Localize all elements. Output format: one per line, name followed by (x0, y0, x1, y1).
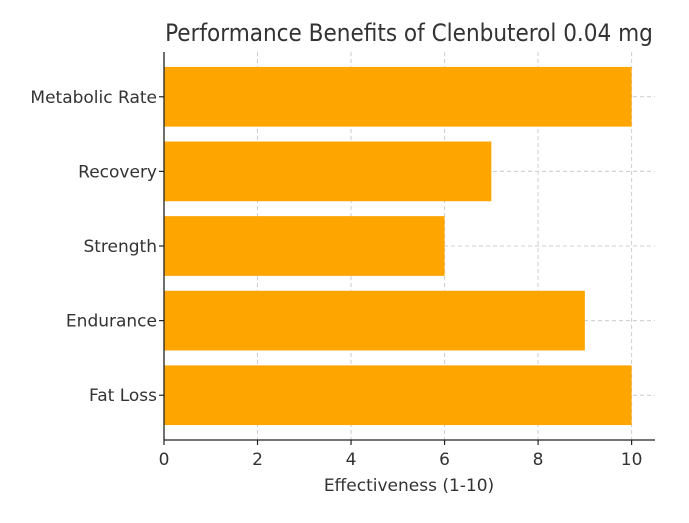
bar-recovery (164, 141, 492, 202)
x-tick-label: 8 (533, 450, 544, 470)
y-tick-label: Metabolic Rate (30, 88, 157, 108)
x-tick-label: 2 (252, 450, 263, 470)
ticks: 0 2 4 6 8 10 Fat Loss Endurance Strength Recovery… (30, 88, 642, 470)
x-axis-label: Effectiveness (1-10) (324, 476, 494, 496)
y-tick-label: Recovery (78, 162, 157, 182)
x-tick-label: 0 (159, 450, 170, 470)
chart-title: Performance Benefits of Clenbuterol 0.04… (165, 19, 653, 47)
y-tick-label: Fat Loss (89, 386, 157, 406)
y-tick-label: Strength (83, 237, 157, 257)
bar-metabolic-rate (164, 66, 632, 127)
bar-fat-loss (164, 365, 632, 426)
x-tick-label: 4 (346, 450, 357, 470)
x-tick-label: 10 (621, 450, 643, 470)
bar-endurance (164, 290, 585, 351)
bar-strength (164, 216, 445, 276)
y-tick-label: Endurance (66, 312, 157, 332)
x-tick-label: 6 (439, 450, 450, 470)
bars (164, 66, 632, 426)
